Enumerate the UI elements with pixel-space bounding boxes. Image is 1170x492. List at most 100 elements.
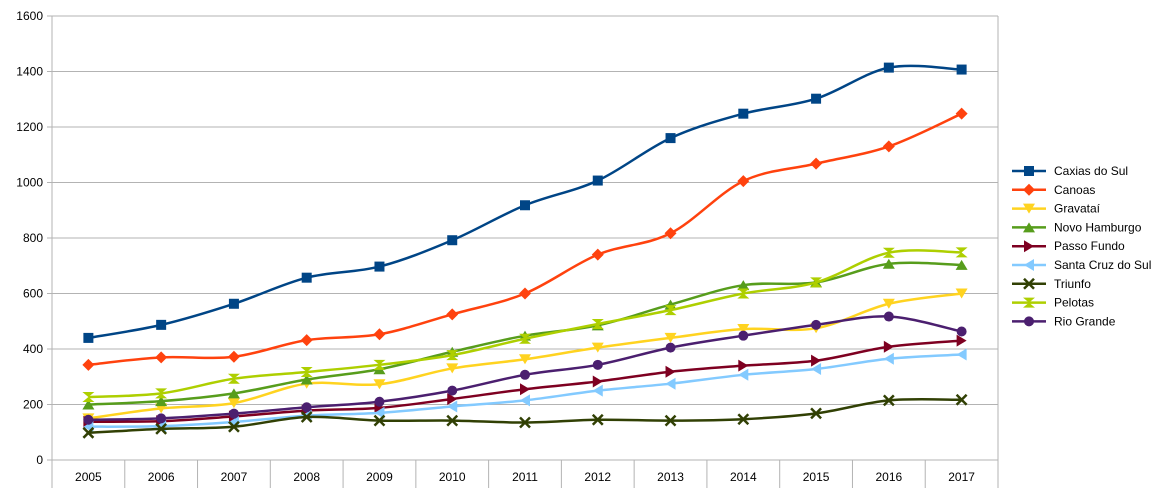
x-tick-label: 2007: [221, 470, 248, 484]
data-point: [592, 359, 603, 370]
data-point: [737, 288, 750, 299]
data-point: [446, 414, 459, 427]
data-point: [737, 324, 750, 335]
data-point: [665, 365, 676, 378]
data-point: [591, 319, 604, 330]
x-axis-ticks: 2005 2006 2007 2008 2009 2010 2011 2012 2013 2014…: [75, 470, 975, 484]
data-point: [447, 235, 458, 246]
x-tick-label: 2017: [948, 470, 975, 484]
y-tick-label: 0: [36, 453, 43, 467]
legend-label: Rio Grande: [1054, 314, 1116, 328]
data-point: [228, 420, 240, 433]
data-point: [811, 354, 822, 367]
data-point: [882, 298, 895, 309]
data-point: [738, 359, 749, 372]
data-point: [883, 352, 894, 365]
data-point: [300, 334, 313, 347]
data-point: [810, 157, 823, 170]
data-point: [82, 399, 95, 410]
x-tick-label: 2013: [657, 470, 684, 484]
legend-marker: [1023, 297, 1035, 308]
data-point: [882, 394, 895, 407]
legend-entry: Gravataí: [1012, 202, 1101, 216]
data-point: [227, 388, 240, 399]
legend-marker: [1024, 259, 1034, 271]
legend-entry: Rio Grande: [1012, 314, 1116, 328]
legend-entry: Canoas: [1012, 183, 1095, 197]
data-point: [664, 305, 677, 316]
series-7: [82, 247, 968, 403]
data-point: [228, 408, 239, 419]
data-point: [301, 402, 312, 413]
data-point: [592, 175, 603, 186]
legend-marker: [1023, 277, 1035, 290]
data-point: [83, 332, 94, 343]
data-point: [155, 388, 168, 399]
legend-marker: [1024, 166, 1034, 176]
legend-marker: [1023, 183, 1035, 196]
y-tick-label: 200: [23, 398, 43, 412]
data-point: [447, 385, 458, 396]
data-point: [665, 342, 676, 353]
y-tick-label: 1400: [16, 65, 43, 79]
data-point: [155, 351, 168, 364]
legend-marker: [1023, 222, 1035, 233]
data-point: [883, 311, 894, 322]
data-point: [956, 64, 967, 75]
x-tick-label: 2005: [75, 470, 102, 484]
data-point: [955, 247, 968, 258]
legend-entry: Santa Cruz do Sul: [1012, 258, 1151, 272]
data-point: [737, 413, 750, 426]
data-point: [156, 319, 167, 330]
data-point: [591, 248, 604, 261]
data-point: [738, 330, 749, 341]
data-point: [83, 414, 94, 425]
legend-label: Pelotas: [1054, 296, 1094, 310]
data-point: [374, 396, 385, 407]
data-point: [446, 363, 459, 374]
legend-entry: Pelotas: [1012, 296, 1094, 310]
data-point: [883, 340, 894, 353]
data-point: [882, 247, 895, 258]
legend-label: Triunfo: [1054, 277, 1091, 291]
data-point: [665, 377, 676, 390]
data-point: [227, 373, 240, 384]
data-point: [374, 261, 385, 272]
y-axis-ticks: 0 200 400 600 800 1000 1200 1400 1600: [16, 9, 43, 467]
data-point: [738, 368, 749, 381]
legend-label: Santa Cruz do Sul: [1054, 258, 1151, 272]
data-point: [592, 384, 603, 397]
x-tick-label: 2011: [512, 470, 538, 484]
x-tick-label: 2010: [439, 470, 466, 484]
data-point: [519, 287, 531, 300]
data-point: [520, 200, 530, 211]
x-tick-label: 2012: [584, 470, 611, 484]
legend-entry: Novo Hamburgo: [1012, 220, 1142, 234]
data-point: [519, 333, 531, 344]
data-point: [373, 414, 386, 427]
legend-label: Canoas: [1054, 183, 1095, 197]
data-point: [300, 367, 313, 378]
series-line: [88, 112, 963, 367]
y-tick-label: 1200: [16, 120, 43, 134]
legend-marker: [1024, 316, 1034, 327]
data-point: [737, 175, 750, 188]
data-point: [155, 423, 168, 435]
data-point: [956, 326, 967, 337]
data-point: [955, 393, 968, 406]
legend-label: Gravataí: [1054, 202, 1101, 216]
data-point: [155, 396, 168, 407]
x-tick-label: 2009: [366, 470, 393, 484]
data-point: [227, 350, 240, 363]
data-point: [300, 411, 313, 423]
data-point: [955, 259, 968, 270]
data-point: [665, 133, 676, 144]
data-point: [156, 413, 167, 424]
series-lines: [82, 62, 968, 439]
data-point: [592, 375, 603, 388]
data-point: [446, 350, 459, 361]
legend-marker: [1024, 240, 1034, 253]
data-point: [810, 277, 823, 288]
data-point: [373, 359, 386, 370]
y-tick-label: 1600: [16, 9, 43, 23]
